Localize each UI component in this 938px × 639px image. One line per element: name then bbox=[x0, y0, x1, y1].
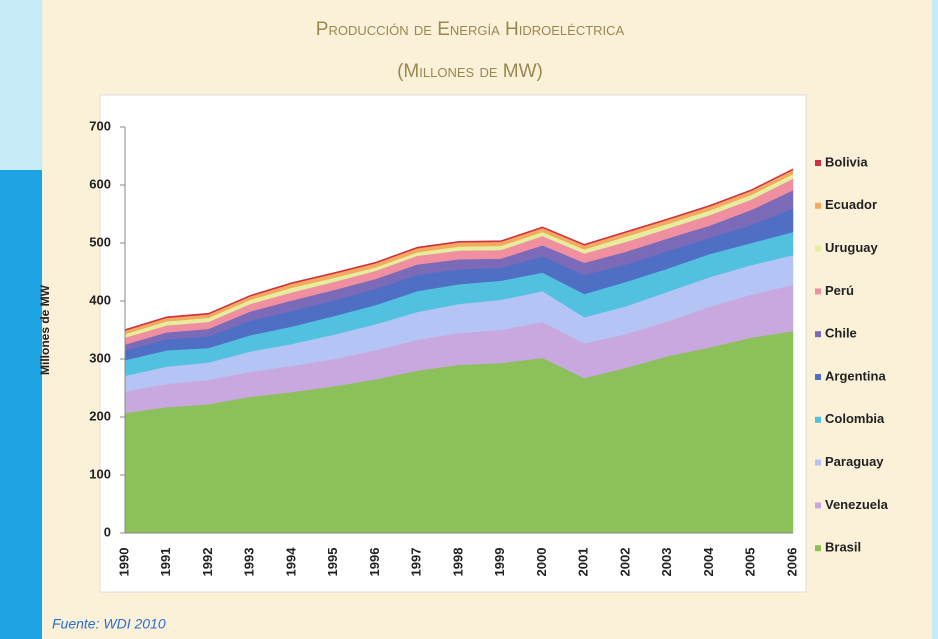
legend-label: Bolivia bbox=[825, 154, 868, 169]
y-tick-label: 700 bbox=[89, 118, 111, 133]
legend-swatch bbox=[815, 288, 821, 295]
legend-swatch bbox=[815, 502, 821, 509]
x-tick-label: 2000 bbox=[534, 548, 549, 577]
legend-swatch bbox=[815, 202, 821, 209]
y-tick-label: 300 bbox=[89, 350, 111, 365]
legend-swatch bbox=[815, 160, 821, 166]
legend-swatch bbox=[815, 374, 821, 380]
y-tick-label: 200 bbox=[89, 408, 111, 423]
source: Fuente: WDI 2010 bbox=[52, 616, 166, 632]
x-tick-label: 1997 bbox=[409, 548, 424, 577]
x-tick-label: 1991 bbox=[158, 548, 173, 577]
legend-label: Brasil bbox=[825, 540, 861, 555]
x-tick-label: 2001 bbox=[576, 548, 591, 577]
x-tick-label: 2006 bbox=[784, 548, 799, 577]
legend-label: Venezuela bbox=[825, 497, 889, 512]
legend-label: Ecuador bbox=[825, 197, 877, 212]
x-tick-label: 1994 bbox=[283, 547, 298, 577]
legend-label: Paraguay bbox=[825, 454, 884, 469]
y-tick-label: 0 bbox=[104, 524, 111, 539]
y-axis-label: Millones de MW bbox=[38, 284, 52, 375]
y-tick-label: 400 bbox=[89, 292, 111, 307]
legend-label: Chile bbox=[825, 326, 857, 341]
y-tick-label: 500 bbox=[89, 234, 111, 249]
legend-swatch bbox=[815, 416, 821, 423]
legend-label: Uruguay bbox=[825, 240, 879, 255]
legend-swatch bbox=[815, 545, 821, 552]
chart-subtitle: (Millones de MW) bbox=[397, 61, 543, 82]
x-tick-label: 2005 bbox=[743, 548, 758, 577]
x-tick-label: 2002 bbox=[617, 548, 632, 577]
x-tick-label: 1996 bbox=[367, 548, 382, 577]
area bbox=[124, 168, 794, 331]
chart-title: Producción de Energía Hidroeléctrica bbox=[316, 19, 625, 40]
x-tick-label: 1995 bbox=[325, 548, 340, 577]
legend-swatch bbox=[815, 459, 821, 466]
x-tick-label: 2004 bbox=[701, 547, 716, 577]
x-tick-label: 1992 bbox=[200, 548, 215, 577]
legend-swatch bbox=[815, 331, 821, 338]
x-tick-label: 1990 bbox=[116, 548, 131, 577]
legend-label: Argentina bbox=[825, 368, 886, 383]
x-tick-label: 1993 bbox=[242, 548, 257, 577]
x-tick-label: 2003 bbox=[659, 548, 674, 577]
legend-label: Perú bbox=[825, 283, 854, 298]
x-tick-label: 1998 bbox=[450, 548, 465, 577]
legend-label: Colombia bbox=[825, 411, 885, 426]
x-tick-label: 1999 bbox=[492, 548, 507, 577]
legend-swatch bbox=[815, 245, 821, 252]
side-strip bbox=[0, 170, 44, 639]
y-tick-label: 100 bbox=[89, 466, 111, 481]
y-tick-label: 600 bbox=[89, 176, 111, 191]
